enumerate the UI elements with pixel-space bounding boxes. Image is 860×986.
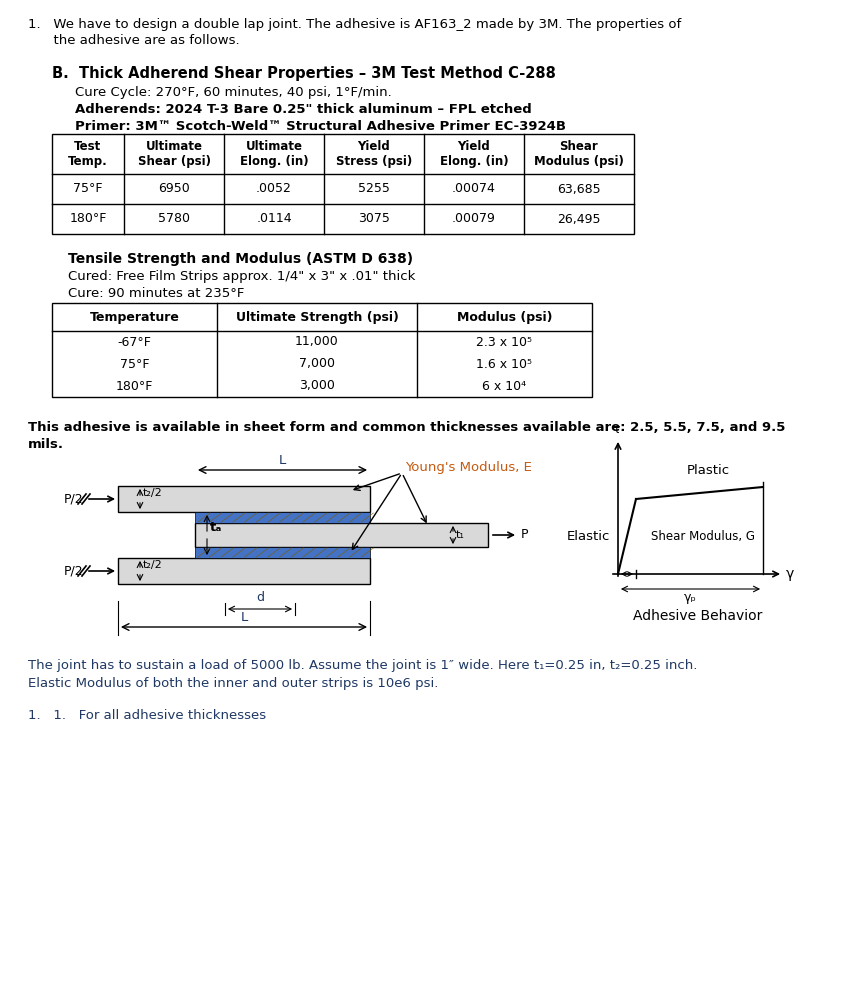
Text: Elastic Modulus of both the inner and outer strips is 10e6 psi.: Elastic Modulus of both the inner and ou…: [28, 677, 439, 690]
Text: Test
Temp.: Test Temp.: [68, 140, 108, 168]
Text: 75°F: 75°F: [73, 182, 102, 195]
Text: 6 x 10⁴: 6 x 10⁴: [482, 380, 526, 392]
Text: d: d: [256, 591, 264, 604]
Text: Tensile Strength and Modulus (ASTM D 638): Tensile Strength and Modulus (ASTM D 638…: [68, 252, 413, 266]
Text: Cure: 90 minutes at 235°F: Cure: 90 minutes at 235°F: [68, 287, 244, 300]
Text: the adhesive are as follows.: the adhesive are as follows.: [28, 34, 240, 47]
Text: mils.: mils.: [28, 438, 64, 451]
Bar: [195, 523, 488, 547]
Text: t₂/2: t₂/2: [143, 488, 163, 498]
Text: L: L: [241, 611, 248, 624]
Text: Modulus (psi): Modulus (psi): [457, 311, 552, 323]
Text: Adhesive Behavior: Adhesive Behavior: [633, 609, 763, 623]
Text: 7,000: 7,000: [299, 358, 335, 371]
Text: 1.   1.   For all adhesive thicknesses: 1. 1. For all adhesive thicknesses: [28, 709, 266, 722]
Text: 6950: 6950: [158, 182, 190, 195]
Text: P/2: P/2: [64, 565, 83, 578]
Text: t₁: t₁: [456, 530, 465, 540]
Text: -67°F: -67°F: [118, 335, 151, 348]
Text: 3,000: 3,000: [299, 380, 335, 392]
Bar: [118, 558, 370, 584]
Text: tₐ: tₐ: [210, 521, 223, 534]
Text: Yield
Stress (psi): Yield Stress (psi): [336, 140, 412, 168]
Text: γₚ: γₚ: [684, 591, 697, 604]
Text: 180°F: 180°F: [70, 213, 107, 226]
Text: Cure Cycle: 270°F, 60 minutes, 40 psi, 1°F/min.: Cure Cycle: 270°F, 60 minutes, 40 psi, 1…: [75, 86, 392, 99]
Text: 11,000: 11,000: [295, 335, 339, 348]
Bar: [195, 547, 370, 558]
Text: 5780: 5780: [158, 213, 190, 226]
Text: 3075: 3075: [358, 213, 390, 226]
Bar: [52, 134, 634, 234]
Text: .00074: .00074: [452, 182, 496, 195]
Text: Plastic: Plastic: [686, 464, 729, 477]
Text: γ: γ: [786, 567, 795, 581]
Text: B.  Thick Adherend Shear Properties – 3M Test Method C-288: B. Thick Adherend Shear Properties – 3M …: [52, 66, 556, 81]
Bar: [52, 303, 592, 397]
Text: .00079: .00079: [452, 213, 496, 226]
Text: Ultimate
Shear (psi): Ultimate Shear (psi): [138, 140, 211, 168]
Text: Cured: Free Film Strips approx. 1/4" x 3" x .01" thick: Cured: Free Film Strips approx. 1/4" x 3…: [68, 270, 415, 283]
Text: 2.3 x 10⁵: 2.3 x 10⁵: [476, 335, 532, 348]
Text: 180°F: 180°F: [116, 380, 153, 392]
Text: Shear
Modulus (psi): Shear Modulus (psi): [534, 140, 624, 168]
Text: This adhesive is available in sheet form and common thicknesses available are: 2: This adhesive is available in sheet form…: [28, 421, 785, 434]
Text: Ultimate
Elong. (in): Ultimate Elong. (in): [240, 140, 309, 168]
Text: Elastic: Elastic: [567, 530, 610, 543]
Text: Adherends: 2024 T-3 Bare 0.25" thick aluminum – FPL etched: Adherends: 2024 T-3 Bare 0.25" thick alu…: [75, 103, 531, 116]
Text: 63,685: 63,685: [557, 182, 601, 195]
Text: t₂/2: t₂/2: [143, 560, 163, 570]
Text: .0052: .0052: [256, 182, 292, 195]
Text: 26,495: 26,495: [557, 213, 601, 226]
Text: Ultimate Strength (psi): Ultimate Strength (psi): [236, 311, 398, 323]
Text: Young's Modulus, E: Young's Modulus, E: [405, 461, 531, 474]
Text: 1.   We have to design a double lap joint. The adhesive is AF163_2 made by 3M. T: 1. We have to design a double lap joint.…: [28, 18, 681, 31]
Text: P/2: P/2: [64, 492, 83, 506]
Text: Shear Modulus, G: Shear Modulus, G: [651, 530, 755, 543]
Text: 75°F: 75°F: [120, 358, 150, 371]
Text: P: P: [521, 528, 529, 541]
Bar: [195, 512, 370, 523]
Text: The joint has to sustain a load of 5000 lb. Assume the joint is 1″ wide. Here t₁: The joint has to sustain a load of 5000 …: [28, 659, 697, 672]
Text: 1.6 x 10⁵: 1.6 x 10⁵: [476, 358, 532, 371]
Text: Yield
Elong. (in): Yield Elong. (in): [439, 140, 508, 168]
Text: Primer: 3M™ Scotch-Weld™ Structural Adhesive Primer EC-3924B: Primer: 3M™ Scotch-Weld™ Structural Adhe…: [75, 120, 566, 133]
Text: τ: τ: [612, 423, 620, 436]
Bar: [118, 486, 370, 512]
Text: .0114: .0114: [256, 213, 292, 226]
Text: 5255: 5255: [358, 182, 390, 195]
Text: L: L: [279, 454, 286, 467]
Text: Temperature: Temperature: [89, 311, 180, 323]
